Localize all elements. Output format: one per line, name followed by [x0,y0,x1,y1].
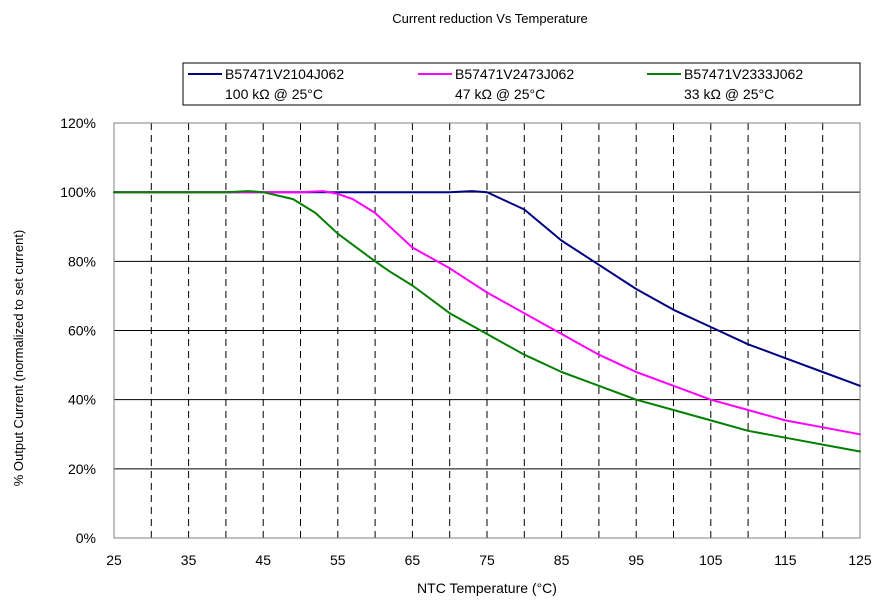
y-tick-label: 20% [68,461,96,477]
legend-series-name: B57471V2104J062 [225,66,344,82]
x-axis-label: NTC Temperature (°C) [417,580,557,596]
x-tick-label: 55 [330,552,346,568]
y-tick-label: 100% [60,184,96,200]
series-line [113,190,861,453]
legend-series-subtitle: 47 kΩ @ 25°C [455,86,545,102]
y-tick-label: 80% [68,253,96,269]
x-tick-label: 115 [774,552,797,568]
x-tick-label: 45 [255,552,271,568]
plot-frame [113,122,861,539]
chart-title: Current reduction Vs Temperature [392,11,588,26]
y-tick-label: 120% [60,115,96,131]
plot-area: 0% 20% 40% 60% 80% 100% 120% 25 35 45 55 65 75 85 95 10… [60,115,872,568]
legend-series-subtitle: 100 kΩ @ 25°C [225,86,323,102]
y-tick-label: 40% [68,392,96,408]
y-tick-label: 60% [68,323,96,339]
x-tick-label: 65 [405,552,421,568]
x-tick-label: 105 [699,552,723,568]
legend: B57471V2104J062 100 kΩ @ 25°C B57471V2473J… [182,62,861,106]
y-tick-label: 0% [76,530,96,546]
y-axis-label: % Output Current (normalized to set curr… [11,230,26,487]
legend-box [182,62,861,106]
x-tick-label: 85 [554,552,570,568]
x-tick-label: 35 [181,552,197,568]
legend-series-subtitle: 33 kΩ @ 25°C [684,86,774,102]
x-tick-label: 25 [106,552,122,568]
legend-series-name: B57471V2473J062 [455,66,574,82]
x-tick-label: 75 [479,552,495,568]
x-tick-label: 95 [628,552,644,568]
legend-series-name: B57471V2333J062 [684,66,803,82]
x-tick-label: 125 [848,552,872,568]
